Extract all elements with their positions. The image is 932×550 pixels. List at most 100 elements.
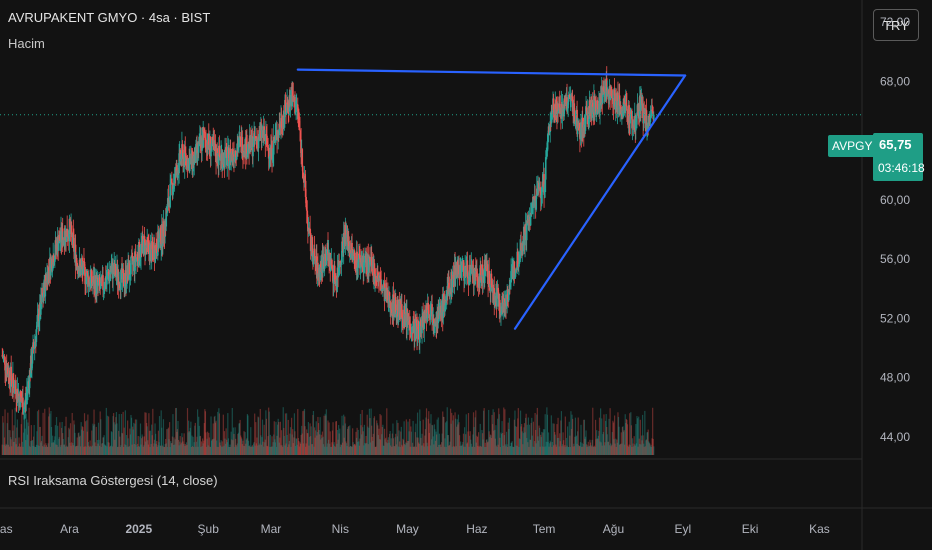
volume-bar — [121, 433, 124, 455]
trendline[interactable] — [296, 68, 687, 77]
volume-bar — [93, 409, 95, 455]
volume-bar — [555, 444, 557, 455]
candle-body — [370, 257, 373, 265]
candle-body — [483, 261, 486, 284]
volume-bar — [386, 408, 388, 455]
volume-bar — [54, 425, 57, 455]
volume-bar — [352, 442, 354, 455]
candle-body — [300, 140, 302, 158]
candle-body — [345, 234, 348, 239]
volume-bar — [135, 419, 138, 455]
volume-bar — [195, 446, 197, 455]
candle-body — [332, 277, 335, 284]
volume-bar — [104, 445, 106, 455]
volume-bar — [375, 446, 377, 455]
volume-bar — [354, 444, 356, 455]
candle-body — [564, 101, 567, 105]
volume-bar — [10, 439, 12, 455]
candle-body — [455, 267, 457, 276]
volume-bar — [424, 429, 427, 455]
volume-bar — [385, 437, 387, 455]
volume-bar — [563, 440, 565, 455]
candle-body — [554, 104, 557, 116]
triangle-trendlines[interactable] — [296, 68, 687, 330]
candle-body — [211, 136, 214, 141]
volume-bar — [244, 432, 246, 455]
volume-bar — [92, 423, 94, 455]
time-axis[interactable]: KasAra2025ŞubMarNisMayHazTemAğuEylEkiKas — [0, 522, 830, 536]
rsi-indicator-label[interactable]: RSI Iraksama Göstergesi (14, close) — [8, 473, 218, 488]
volume-bar — [530, 423, 532, 455]
volume-bar — [582, 446, 584, 455]
volume-bar — [345, 443, 348, 455]
volume-bar — [486, 439, 488, 455]
candle-body — [326, 254, 328, 261]
candle-body — [19, 391, 22, 397]
trendline[interactable] — [513, 74, 687, 330]
candle-body — [533, 199, 535, 208]
candle-body — [135, 258, 137, 263]
volume-bar — [566, 445, 568, 455]
volume-bar — [275, 421, 277, 455]
volume-bar — [577, 431, 579, 455]
candle-body — [266, 144, 269, 146]
currency-button[interactable]: TRY — [873, 9, 919, 41]
candle-body — [209, 136, 212, 157]
candle-body — [41, 292, 44, 295]
candle-body — [324, 253, 327, 264]
symbol-title[interactable]: AVRUPAKENT GMYO · 4sa · BIST — [8, 10, 211, 25]
candle-body — [120, 269, 122, 290]
candle-body — [37, 314, 40, 328]
volume-bar — [149, 446, 151, 455]
candle-body — [566, 97, 568, 112]
volume-bar — [294, 445, 297, 455]
candle-body — [82, 261, 85, 275]
volume-bar — [289, 433, 291, 455]
volume-bar — [160, 410, 162, 455]
volume-bar — [356, 427, 358, 455]
volume-bar — [653, 446, 655, 455]
volume-bar — [401, 446, 404, 455]
volume-bar — [39, 426, 41, 455]
volume-bar — [616, 442, 618, 455]
candle-body — [184, 146, 187, 154]
volume-bar — [181, 433, 183, 455]
volume-bar — [208, 432, 210, 455]
candle-body — [276, 130, 278, 141]
volume-bar — [651, 438, 653, 455]
volume-bar — [214, 422, 217, 455]
volume-bar — [409, 446, 411, 455]
volume-indicator-label[interactable]: Hacim — [8, 36, 45, 51]
volume-bar — [52, 435, 54, 455]
volume-bar — [390, 438, 392, 455]
candle-body — [530, 203, 533, 215]
volume-bar — [217, 411, 219, 455]
volume-bar — [27, 422, 29, 455]
candle-body — [311, 237, 314, 255]
candle-body — [252, 137, 255, 147]
candle-body — [78, 259, 81, 272]
volume-bar — [155, 443, 157, 455]
volume-bar — [185, 445, 187, 455]
volume-bar — [189, 427, 191, 455]
volume-bar — [177, 420, 179, 455]
volume-bar — [326, 443, 329, 455]
volume-bar — [516, 426, 518, 455]
volume-bar — [394, 437, 396, 455]
candle-body — [301, 149, 304, 167]
volume-bar — [491, 414, 493, 455]
volume-bar — [447, 435, 449, 455]
volume-bar — [625, 418, 627, 455]
volume-bar — [325, 409, 327, 455]
volume-bar — [540, 437, 542, 455]
candle-body — [20, 396, 23, 402]
volume-bar — [486, 442, 489, 455]
candle-body — [410, 333, 413, 337]
candle-body — [86, 270, 89, 274]
volume-bar — [463, 427, 466, 455]
candle-body — [52, 255, 55, 265]
volume-bar — [507, 422, 509, 455]
candle-body — [81, 265, 84, 270]
